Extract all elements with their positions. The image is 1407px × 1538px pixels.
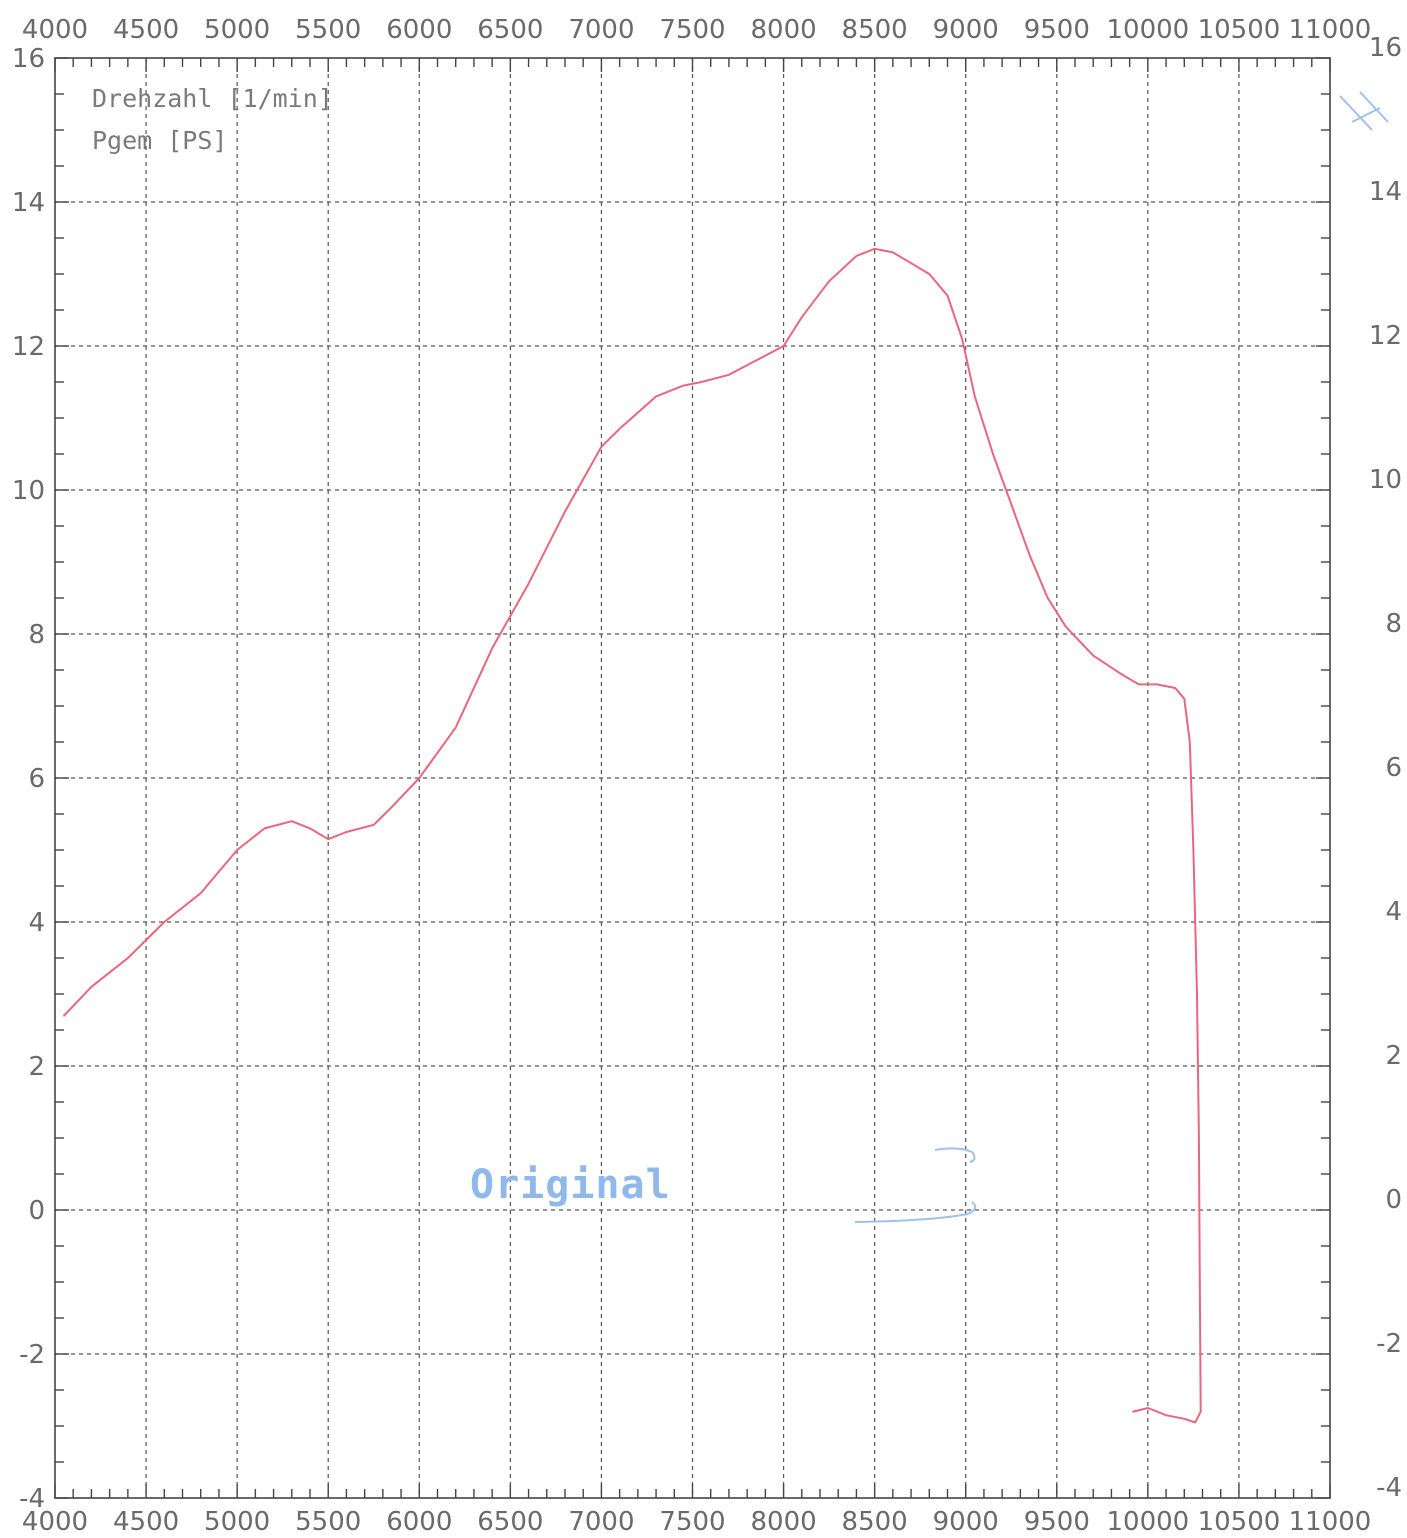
y-tick-label-right: 8 bbox=[1385, 609, 1402, 639]
x-tick-label-top: 6000 bbox=[386, 15, 452, 45]
x-tick-label-top: 6500 bbox=[477, 15, 543, 45]
y-tick-label-right: 0 bbox=[1385, 1185, 1402, 1215]
x-tick-label-top: 7500 bbox=[659, 15, 725, 45]
x-tick-label-bottom: 4500 bbox=[113, 1507, 179, 1537]
x-tick-label-top: 8000 bbox=[750, 15, 816, 45]
x-tick-label-bottom: 5000 bbox=[204, 1507, 270, 1537]
series-layer bbox=[63, 247, 1202, 1424]
x-tick-label-top: 5000 bbox=[204, 15, 270, 45]
plot-frame bbox=[54, 57, 1331, 1499]
x-tick-label-top: 10000 bbox=[1106, 15, 1189, 45]
x-tick-label-top: 11000 bbox=[1289, 15, 1372, 45]
x-tick-label-top: 9000 bbox=[933, 15, 999, 45]
x-tick-label-top: 5500 bbox=[295, 15, 361, 45]
x-tick-label-bottom: 8000 bbox=[750, 1507, 816, 1537]
x-tick-label-bottom: 9000 bbox=[933, 1507, 999, 1537]
x-tick-label-bottom: 11000 bbox=[1289, 1507, 1372, 1537]
original-stamp: Original bbox=[470, 1162, 671, 1208]
y-tick-label-left: 10 bbox=[12, 476, 45, 506]
legend-entry-rpm: Drehzahl [1/min] bbox=[92, 84, 333, 113]
y-tick-label-right: 10 bbox=[1369, 465, 1402, 495]
pen-mark-upper bbox=[934, 1147, 976, 1163]
y-tick-label-right: 6 bbox=[1385, 753, 1402, 783]
y-tick-label-left: 4 bbox=[28, 908, 45, 938]
x-tick-label-bottom: 6500 bbox=[477, 1507, 543, 1537]
legend: Drehzahl [1/min] Pgem [PS] bbox=[92, 84, 333, 155]
x-tick-label-bottom: 5500 bbox=[295, 1507, 361, 1537]
y-tick-label-right: -4 bbox=[1376, 1473, 1402, 1503]
y-tick-label-left: 6 bbox=[28, 764, 45, 794]
x-tick-label-top: 8500 bbox=[842, 15, 908, 45]
y-tick-label-left: 2 bbox=[28, 1052, 45, 1082]
legend-entry-power: Pgem [PS] bbox=[92, 126, 227, 155]
pen-mark-corner bbox=[1339, 91, 1389, 131]
y-tick-label-right: 4 bbox=[1385, 897, 1402, 927]
y-tick-label-left: 0 bbox=[28, 1196, 45, 1226]
x-tick-label-bottom: 10000 bbox=[1106, 1507, 1189, 1537]
x-tick-label-bottom: 10500 bbox=[1198, 1507, 1281, 1537]
y-tick-label-left: 14 bbox=[12, 188, 45, 218]
blue-pen-marks bbox=[854, 91, 1389, 1223]
series-line bbox=[63, 247, 1202, 1424]
y-tick-label-left: -2 bbox=[19, 1340, 45, 1370]
x-tick-label-top: 4500 bbox=[113, 15, 179, 45]
y-tick-label-left: 12 bbox=[12, 332, 45, 362]
y-tick-label-right: 2 bbox=[1385, 1041, 1402, 1071]
y-tick-label-left: 16 bbox=[12, 44, 45, 74]
tick-labels: 4000 4000 4500 4500 5000 5000 5500 5500 6000 6000… bbox=[12, 15, 1402, 1537]
x-tick-label-bottom: 8500 bbox=[842, 1507, 908, 1537]
y-tick-label-left: 8 bbox=[28, 620, 45, 650]
y-tick-label-right: 12 bbox=[1369, 321, 1402, 351]
y-tick-label-right: -2 bbox=[1376, 1329, 1402, 1359]
x-tick-label-bottom: 7000 bbox=[568, 1507, 634, 1537]
y-tick-label-right: 14 bbox=[1369, 177, 1402, 207]
x-tick-label-top: 9500 bbox=[1024, 15, 1090, 45]
x-tick-label-bottom: 7500 bbox=[659, 1507, 725, 1537]
pen-mark-lower bbox=[854, 1201, 977, 1223]
x-tick-label-bottom: 9500 bbox=[1024, 1507, 1090, 1537]
y-tick-label-left: -4 bbox=[19, 1484, 45, 1514]
x-tick-label-top: 10500 bbox=[1198, 15, 1281, 45]
x-tick-label-bottom: 4000 bbox=[22, 1507, 88, 1537]
grid-lines bbox=[55, 58, 1330, 1498]
minor-ticks bbox=[54, 57, 1331, 1499]
x-tick-label-top: 7000 bbox=[568, 15, 634, 45]
y-tick-label-right: 16 bbox=[1369, 33, 1402, 63]
x-tick-label-top: 4000 bbox=[22, 15, 88, 45]
x-tick-label-bottom: 6000 bbox=[386, 1507, 452, 1537]
